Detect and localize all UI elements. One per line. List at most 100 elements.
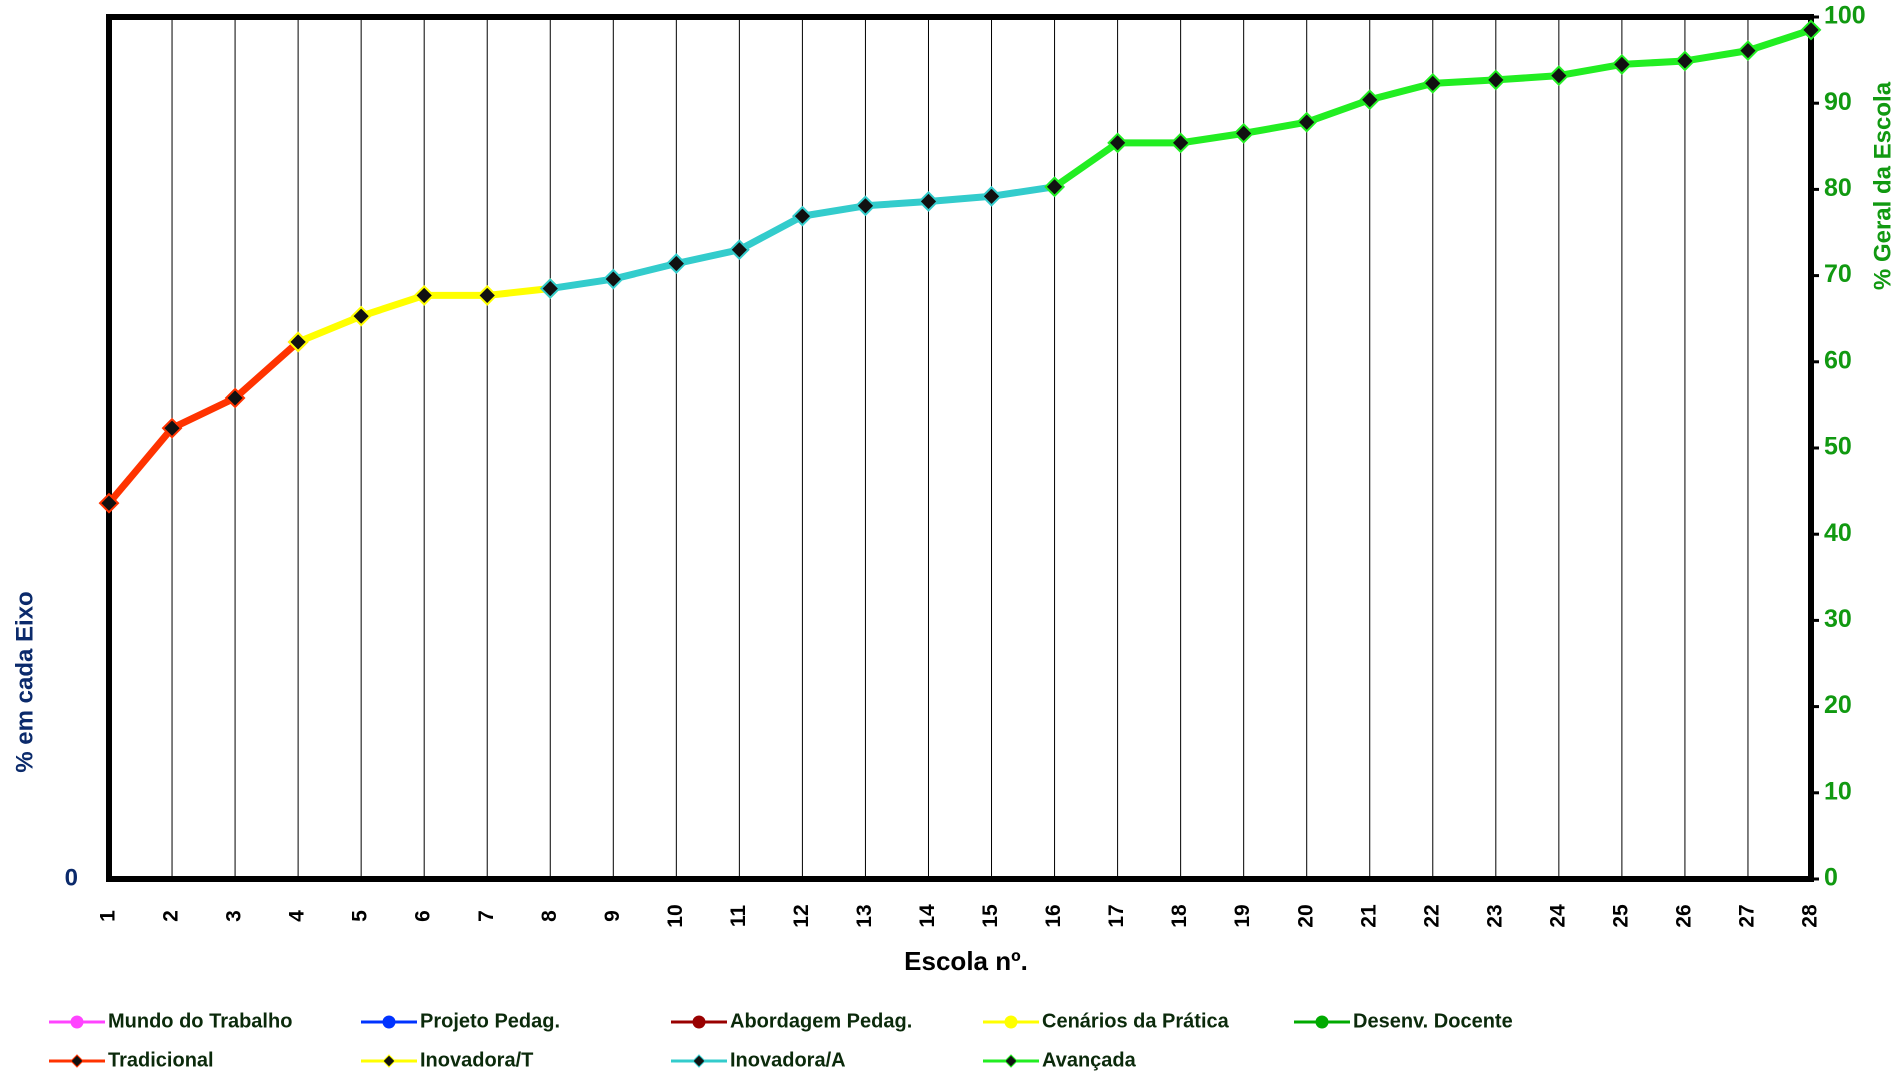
data-point bbox=[1611, 53, 1633, 75]
x-tick-label: 23 bbox=[1483, 904, 1506, 927]
legend-label: Projeto Pedag. bbox=[420, 1010, 560, 1032]
legend-marker bbox=[382, 1054, 396, 1068]
legend-label: Inovadora/T bbox=[420, 1049, 533, 1071]
data-point bbox=[98, 492, 120, 514]
y2-tick-label: 0 bbox=[1824, 864, 1838, 892]
data-point bbox=[918, 191, 939, 212]
x-tick-label: 7 bbox=[475, 910, 498, 922]
data-point bbox=[855, 195, 876, 217]
data-point bbox=[665, 253, 687, 274]
x-tick-label: 25 bbox=[1609, 904, 1632, 928]
data-point bbox=[1422, 72, 1444, 94]
x-tick-label: 28 bbox=[1799, 904, 1822, 928]
legend-item: Desenv. Docente bbox=[1294, 1010, 1513, 1032]
data-point bbox=[224, 387, 246, 409]
legend-item: Inovadora/A bbox=[671, 1049, 846, 1071]
x-tick-label: 16 bbox=[1042, 904, 1065, 927]
x-tick-label: 26 bbox=[1672, 904, 1695, 927]
legend-item: Abordagem Pedag. bbox=[671, 1010, 912, 1032]
y-tick-label: 0 bbox=[65, 864, 78, 891]
legend-label: Tradicional bbox=[108, 1049, 214, 1071]
x-tick-label: 17 bbox=[1105, 904, 1128, 927]
data-point bbox=[981, 185, 1002, 207]
y2-tick-label: 50 bbox=[1824, 433, 1852, 461]
x-tick-label: 2 bbox=[160, 910, 183, 922]
y2-tick-label: 80 bbox=[1824, 174, 1852, 202]
y2-tick-label: 10 bbox=[1824, 777, 1852, 805]
x-tick-label: 21 bbox=[1357, 904, 1380, 928]
data-point bbox=[1674, 50, 1696, 72]
data-point bbox=[539, 278, 561, 299]
data-point bbox=[476, 285, 498, 306]
x-tick-label: 6 bbox=[412, 910, 435, 922]
x-tick-label: 14 bbox=[916, 904, 939, 928]
legend-marker bbox=[70, 1054, 84, 1068]
data-point bbox=[1800, 19, 1822, 41]
data-point bbox=[350, 305, 372, 327]
x-tick-label: 5 bbox=[349, 910, 372, 922]
legend-label: Inovadora/A bbox=[730, 1049, 846, 1071]
data-point bbox=[1548, 65, 1570, 87]
legend-marker bbox=[692, 1054, 706, 1068]
legend-item: Inovadora/T bbox=[361, 1049, 533, 1071]
legend-marker bbox=[1004, 1054, 1018, 1068]
x-tick-label: 18 bbox=[1168, 904, 1191, 928]
data-point bbox=[1107, 132, 1129, 154]
legend-label: Abordagem Pedag. bbox=[730, 1010, 912, 1032]
x-tick-label: 9 bbox=[601, 910, 624, 922]
legend-label: Desenv. Docente bbox=[1353, 1010, 1513, 1032]
plot-frame bbox=[106, 14, 1814, 882]
x-axis-title: Escola nº. bbox=[904, 946, 1028, 976]
legend-item: Cenários da Prática bbox=[983, 1010, 1230, 1032]
data-point bbox=[728, 239, 750, 261]
data-point bbox=[602, 268, 624, 290]
legend-marker bbox=[70, 1015, 84, 1029]
data-point bbox=[1359, 89, 1381, 111]
y2-tick-label: 30 bbox=[1824, 605, 1852, 633]
x-tick-label: 24 bbox=[1546, 904, 1569, 928]
legend-item: Mundo do Trabalho bbox=[49, 1010, 292, 1032]
data-point bbox=[1233, 122, 1255, 144]
legend-label: Mundo do Trabalho bbox=[108, 1010, 292, 1032]
y2-tick-label: 40 bbox=[1824, 519, 1852, 547]
x-tick-label: 8 bbox=[538, 910, 561, 922]
data-point bbox=[1485, 69, 1507, 91]
x-tick-label: 11 bbox=[727, 905, 750, 928]
data-point bbox=[1044, 176, 1065, 198]
x-tick-label: 4 bbox=[286, 910, 309, 922]
data-point bbox=[1170, 132, 1192, 154]
series-line bbox=[106, 339, 301, 506]
x-tick-label: 1 bbox=[97, 910, 120, 922]
legend-marker bbox=[1315, 1015, 1329, 1029]
legend-marker bbox=[382, 1015, 396, 1029]
x-tick-label: 27 bbox=[1736, 904, 1759, 927]
data-point bbox=[287, 331, 309, 353]
x-tick-label: 3 bbox=[223, 910, 246, 922]
x-tick-label: 10 bbox=[664, 904, 687, 927]
y2-tick-label: 60 bbox=[1824, 346, 1852, 374]
data-point bbox=[413, 285, 435, 306]
legend-label: Avançada bbox=[1042, 1049, 1137, 1071]
legend-marker bbox=[1004, 1015, 1018, 1029]
legend-label: Cenários da Prática bbox=[1042, 1010, 1230, 1032]
y2-tick-label: 100 bbox=[1824, 2, 1866, 30]
legend-item: Tradicional bbox=[49, 1049, 214, 1071]
y-axis-title: % em cada Eixo bbox=[11, 591, 38, 772]
y2-axis-title: % Geral da Escola bbox=[1869, 81, 1896, 290]
x-tick-label: 13 bbox=[853, 904, 876, 927]
y2-tick-label: 20 bbox=[1824, 691, 1852, 719]
data-point bbox=[791, 205, 813, 227]
x-tick-label: 12 bbox=[790, 904, 813, 927]
x-tick-label: 19 bbox=[1231, 904, 1254, 927]
data-point bbox=[1296, 111, 1318, 133]
data-point bbox=[161, 417, 183, 439]
x-tick-label: 20 bbox=[1294, 904, 1317, 927]
legend-item: Avançada bbox=[983, 1049, 1137, 1071]
y2-tick-label: 90 bbox=[1824, 88, 1852, 116]
x-tick-label: 15 bbox=[979, 904, 1002, 928]
legend-marker bbox=[692, 1015, 706, 1029]
x-tick-label: 22 bbox=[1420, 904, 1443, 927]
y2-tick-label: 70 bbox=[1824, 260, 1852, 288]
legend-item: Projeto Pedag. bbox=[361, 1010, 560, 1032]
